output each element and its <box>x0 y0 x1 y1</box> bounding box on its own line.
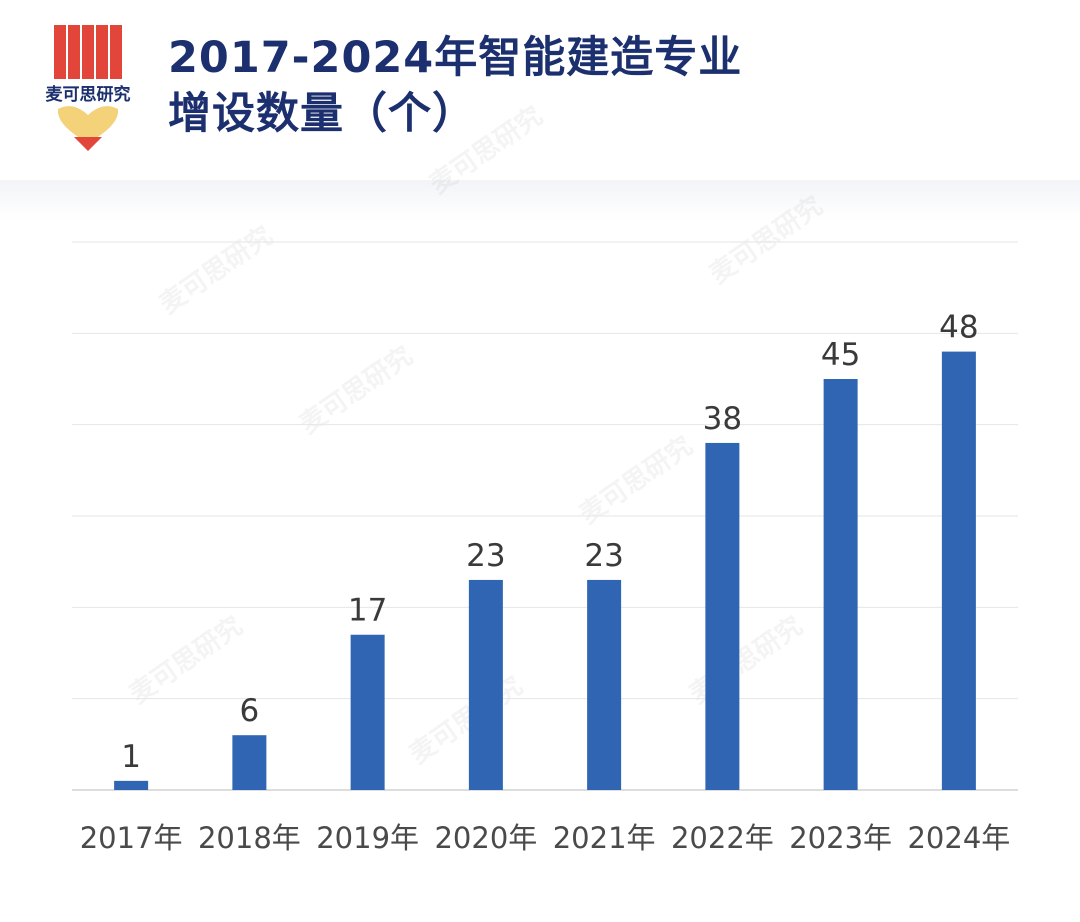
x-tick-label: 2024年 <box>907 821 1010 855</box>
data-label: 45 <box>821 337 860 373</box>
logo-stripe-2 <box>68 25 80 85</box>
logo-stripe-3 <box>82 25 94 85</box>
x-tick-label: 2020年 <box>434 821 537 855</box>
x-tick-label: 2021年 <box>553 821 656 855</box>
bar <box>468 579 503 790</box>
bar <box>705 442 740 790</box>
bar <box>941 351 976 790</box>
logo-label-band <box>38 79 138 105</box>
page-title: 2017-2024年智能建造专业 增设数量（个） <box>168 30 742 142</box>
bar <box>232 735 267 790</box>
logo-stripe-5 <box>110 25 122 85</box>
x-tick-label: 2018年 <box>198 821 301 855</box>
logo-heart-icon <box>57 106 119 143</box>
data-label: 6 <box>240 693 260 729</box>
logo-stripe-4 <box>96 25 108 85</box>
logo-tip-icon <box>74 137 102 151</box>
title-line-1: 2017-2024年智能建造专业 <box>168 33 743 83</box>
bar <box>823 379 858 790</box>
data-label: 48 <box>939 310 978 346</box>
x-tick-label: 2022年 <box>671 821 774 855</box>
data-label: 38 <box>703 401 742 437</box>
bar <box>350 634 385 790</box>
title-line-2: 增设数量（个） <box>168 89 476 139</box>
data-label: 1 <box>121 739 141 775</box>
bar <box>114 780 149 790</box>
bar-chart: 1 2017年 6 2018年 17 2019年 23 2020年 23 2021年 38 2022年… <box>72 241 1018 855</box>
x-tick-label: 2019年 <box>316 821 419 855</box>
header-shadow <box>0 180 1080 220</box>
data-label: 23 <box>466 538 505 574</box>
data-label: 17 <box>348 593 387 629</box>
logo-stripe-1 <box>54 25 66 85</box>
logo: 麦可思研究 <box>38 25 138 151</box>
header <box>0 0 1080 200</box>
x-tick-label: 2023年 <box>789 821 892 855</box>
data-label: 23 <box>584 538 623 574</box>
bar <box>587 579 622 790</box>
x-tick-label: 2017年 <box>80 821 183 855</box>
logo-text: 麦可思研究 <box>46 84 131 105</box>
